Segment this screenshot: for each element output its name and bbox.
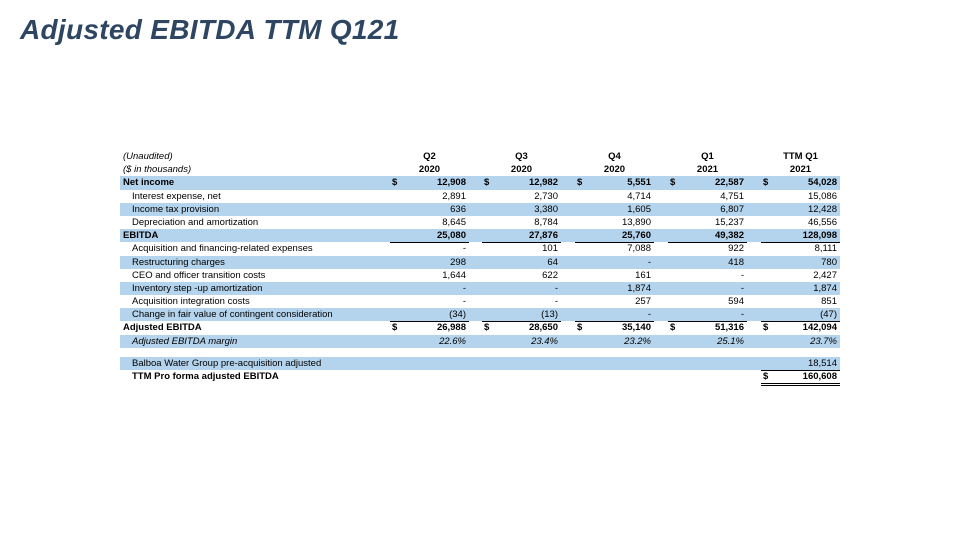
table-row-pro-forma-ebitda: TTM Pro forma adjusted EBITDA $160,608	[120, 370, 840, 387]
table-row-integration-costs: Acquisition integration costs - - 257 59…	[132, 296, 837, 308]
header-row-period: (Unaudited) Q2 Q3 Q4 Q1 TTM Q1	[120, 150, 840, 163]
period-q4-2020: Q4	[608, 151, 621, 162]
header-row-year: ($ in thousands) 2020 2020 2020 2021 202…	[120, 163, 840, 178]
table-row-restructuring: Restructuring charges 298 64 - 418 780	[120, 255, 840, 269]
period-q3-2020: Q3	[515, 151, 528, 162]
table-row-contingent-consideration: Change in fair value of contingent consi…	[120, 308, 840, 323]
table-row-balboa-adjustment: Balboa Water Group pre-acquisition adjus…	[120, 356, 840, 371]
table-row-ceo-transition: CEO and officer transition costs 1,644 6…	[132, 269, 837, 281]
year-q2: 2020	[418, 164, 441, 176]
ebitda-table: (Unaudited) Q2 Q3 Q4 Q1 TTM Q1 ($ in tho…	[120, 150, 840, 387]
table-row-ebitda: EBITDA 25,080 27,876 25,760 49,382 128,0…	[120, 229, 840, 244]
spacer-row	[120, 348, 840, 357]
units-label: ($ in thousands)	[123, 164, 192, 176]
table-row-adjusted-ebitda-margin: Adjusted EBITDA margin 22.6% 23.4% 23.2%…	[120, 334, 840, 348]
year-q3: 2020	[510, 164, 533, 176]
year-ttm: 2021	[789, 164, 812, 176]
table-row-adjusted-ebitda: Adjusted EBITDA $26,988 $28,650 $35,140 …	[120, 321, 840, 338]
table-row-inventory-step-up: Inventory step -up amortization - - 1,87…	[120, 281, 840, 296]
table-row-net-income: Net income $12,908 $12,982 $5,551 $22,58…	[120, 176, 840, 190]
period-ttm-q1: TTM Q1	[783, 151, 818, 162]
year-q4: 2020	[603, 164, 626, 176]
unaudited-label: (Unaudited)	[123, 151, 173, 162]
table-row-depreciation: Depreciation and amortization 8,645 8,78…	[120, 216, 840, 231]
period-q1-2021: Q1	[701, 151, 714, 162]
period-q2-2020: Q2	[423, 151, 436, 162]
page-title: Adjusted EBITDA TTM Q121	[20, 14, 400, 45]
table-row-income-tax: Income tax provision 636 3,380 1,605 6,8…	[120, 202, 840, 216]
year-q1: 2021	[696, 164, 719, 176]
table-row-interest-expense: Interest expense, net 2,891 2,730 4,714 …	[132, 190, 837, 202]
table-row-acquisition-financing: Acquisition and financing-related expens…	[132, 243, 837, 255]
